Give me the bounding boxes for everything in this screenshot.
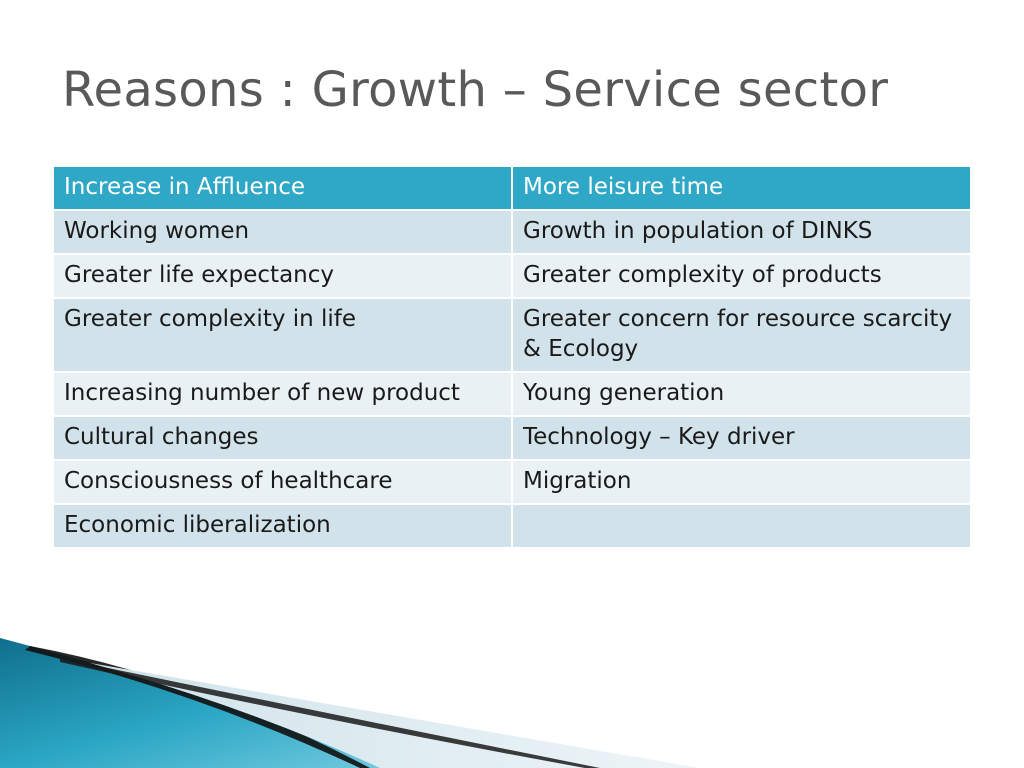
slide-title: Reasons : Growth – Service sector — [62, 62, 889, 118]
table-cell-left: Increasing number of new product — [52, 371, 513, 417]
table-cell-right: Growth in population of DINKS — [511, 209, 972, 255]
table-cell-right — [511, 503, 972, 549]
header-cell-right: More leisure time — [511, 165, 972, 211]
table-row: Economic liberalization — [52, 503, 972, 549]
table-row: Working women Growth in population of DI… — [52, 209, 972, 255]
reasons-table: Increase in Affluence More leisure time … — [52, 165, 972, 549]
table-cell-left: Greater life expectancy — [52, 253, 513, 299]
table-cell-right: Technology – Key driver — [511, 415, 972, 461]
header-cell-left: Increase in Affluence — [52, 165, 513, 211]
table-row: Greater complexity in life Greater conce… — [52, 297, 972, 373]
table-cell-right: Greater complexity of products — [511, 253, 972, 299]
table-header-row: Increase in Affluence More leisure time — [52, 165, 972, 211]
table-row: Cultural changes Technology – Key driver — [52, 415, 972, 461]
table-cell-left: Working women — [52, 209, 513, 255]
table-row: Increasing number of new product Young g… — [52, 371, 972, 417]
table-cell-left: Cultural changes — [52, 415, 513, 461]
table-cell-right: Young generation — [511, 371, 972, 417]
table-cell-left: Economic liberalization — [52, 503, 513, 549]
table-row: Greater life expectancy Greater complexi… — [52, 253, 972, 299]
table-row: Consciousness of healthcare Migration — [52, 459, 972, 505]
table-cell-right: Migration — [511, 459, 972, 505]
table-cell-right: Greater concern for resource scarcity & … — [511, 297, 972, 373]
corner-swoosh-decoration — [0, 638, 700, 768]
table-cell-left: Greater complexity in life — [52, 297, 513, 373]
table-cell-left: Consciousness of healthcare — [52, 459, 513, 505]
